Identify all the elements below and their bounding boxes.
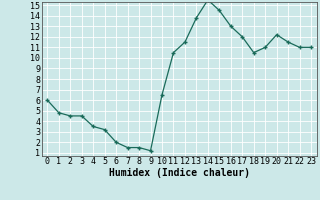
X-axis label: Humidex (Indice chaleur): Humidex (Indice chaleur) xyxy=(109,168,250,178)
